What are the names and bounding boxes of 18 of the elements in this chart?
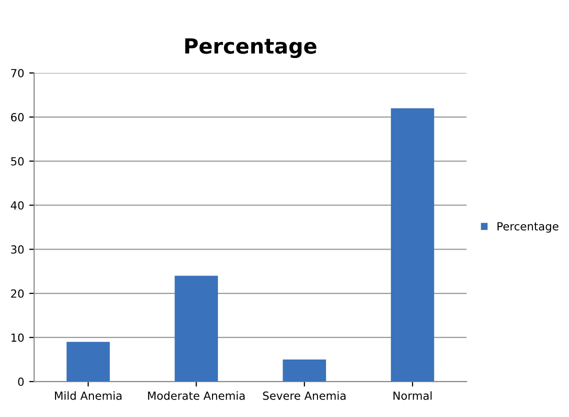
y-tick-label: 10: [12, 333, 24, 342]
y-tick-label: 60: [11, 113, 24, 122]
chart-title: Percentage: [185, 38, 316, 58]
y-tick-label: 30: [11, 245, 24, 254]
x-tick-label: Moderate Anemia: [148, 391, 245, 400]
x-tick-label: Normal: [394, 391, 432, 400]
y-tick-label: 0: [18, 378, 24, 386]
bar: [66, 342, 110, 382]
y-tick-label: 70: [11, 68, 24, 78]
bar: [390, 108, 434, 382]
y-tick-label: 20: [11, 289, 24, 298]
y-tick-label: 40: [10, 201, 24, 210]
x-tick-label: Severe Anemia: [263, 391, 346, 400]
x-tick-label: Mild Anemia: [55, 391, 122, 400]
bar: [282, 360, 326, 382]
legend-label: Percentage: [498, 222, 558, 233]
bar: [174, 276, 218, 382]
y-tick-label: 50: [11, 157, 24, 166]
